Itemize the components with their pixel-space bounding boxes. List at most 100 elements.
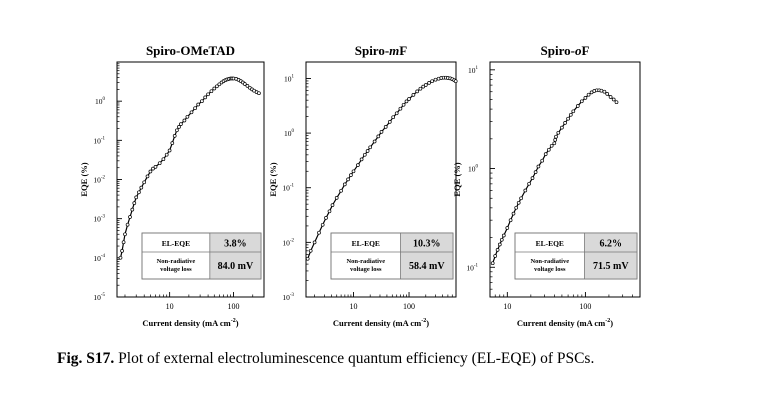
data-point — [170, 141, 175, 145]
y-tick-mantissa: 10 — [284, 74, 292, 83]
data-point — [342, 182, 347, 187]
data-point — [359, 157, 364, 162]
data-point — [130, 207, 135, 212]
data-point — [179, 122, 183, 126]
y-tick-exponent: -2 — [290, 238, 295, 243]
y-tick-exponent: -3 — [101, 215, 106, 220]
data-point — [411, 93, 416, 97]
data-point — [394, 111, 399, 116]
y-tick-mantissa: 10 — [93, 136, 101, 145]
y-tick-label: 10-1 — [466, 263, 478, 272]
inset-table-label: EL-EQE — [536, 239, 564, 248]
y-tick-mantissa: 10 — [468, 165, 476, 174]
data-point — [433, 77, 438, 82]
y-tick-label: 10-5 — [93, 293, 105, 302]
data-point — [153, 165, 158, 169]
data-point — [123, 232, 127, 237]
caption-label: Fig. S17. — [57, 350, 115, 367]
data-point — [552, 141, 557, 146]
data-point — [514, 205, 519, 210]
data-point — [523, 188, 528, 193]
y-tick-label: 10-2 — [282, 238, 294, 247]
data-point — [164, 152, 169, 157]
data-point — [182, 118, 187, 123]
data-point — [167, 148, 172, 153]
x-tick-label: 100 — [579, 302, 591, 311]
data-point — [608, 95, 613, 99]
y-tick-mantissa: 10 — [93, 176, 101, 185]
data-point — [508, 218, 513, 223]
data-point — [157, 161, 162, 166]
data-point — [579, 99, 584, 104]
data-point — [139, 185, 144, 190]
data-point — [575, 104, 580, 108]
data-point — [134, 195, 139, 200]
data-point — [320, 222, 325, 227]
data-point — [427, 81, 431, 85]
data-point — [334, 196, 339, 200]
data-point — [118, 255, 123, 260]
data-point — [423, 83, 428, 87]
data-point — [554, 134, 558, 139]
data-point — [312, 240, 317, 245]
data-point — [430, 79, 434, 84]
chart-title-part: m — [389, 43, 399, 58]
data-point — [527, 181, 531, 186]
plot-frame — [305, 61, 457, 298]
data-point — [217, 82, 222, 87]
y-tick-label: 10-3 — [93, 215, 105, 224]
data-point — [611, 97, 616, 102]
data-point — [368, 145, 373, 150]
data-point — [245, 84, 250, 88]
data-point — [571, 109, 576, 114]
y-tick-mantissa: 10 — [93, 293, 101, 302]
y-tick-label: 10-2 — [93, 176, 105, 185]
inset-table-value: 3.8% — [224, 239, 247, 250]
data-point — [495, 248, 500, 252]
inset-table-value: 71.5 mV — [593, 261, 629, 272]
data-point — [346, 177, 350, 182]
y-tick-exponent: -1 — [474, 263, 479, 268]
y-tick-exponent: 0 — [292, 129, 295, 134]
data-point — [324, 216, 328, 220]
plot-frame — [489, 61, 641, 298]
y-tick-exponent: -3 — [290, 293, 295, 298]
data-point — [362, 152, 367, 157]
inset-table-value-column — [209, 233, 261, 279]
y-tick-mantissa: 10 — [95, 97, 103, 106]
data-point — [125, 222, 130, 227]
data-point — [511, 211, 516, 216]
data-point — [490, 261, 495, 266]
inset-table-label-line: voltage loss — [534, 266, 566, 273]
inset-table-label: EL-EQE — [162, 239, 190, 248]
inset-table-border — [141, 232, 262, 280]
data-point — [121, 240, 126, 245]
data-point — [161, 157, 166, 162]
x-tick-label: 100 — [403, 302, 415, 311]
inset-table-value: 84.0 mV — [218, 261, 254, 272]
data-point — [172, 134, 177, 138]
data-point — [151, 166, 155, 171]
x-axis-label-end: ) — [426, 318, 429, 328]
data-series-line — [307, 77, 457, 260]
chart-title-part: F — [581, 43, 589, 58]
x-axis-label-end: ) — [236, 318, 239, 328]
x-tick-label: 10 — [166, 302, 174, 311]
data-point — [349, 173, 353, 177]
y-tick-label: 10-1 — [93, 136, 105, 145]
inset-table-value-column — [400, 233, 453, 279]
data-point — [391, 115, 396, 120]
x-axis-label-sup: -2 — [421, 318, 426, 324]
data-point — [203, 95, 208, 100]
data-point — [583, 96, 588, 100]
data-point — [308, 248, 313, 253]
y-tick-label: 101 — [284, 74, 295, 83]
data-point — [553, 138, 558, 142]
y-tick-mantissa: 10 — [282, 184, 290, 193]
data-point — [242, 82, 247, 86]
y-tick-label: 10-3 — [282, 293, 294, 302]
inset-table-label: EL-EQE — [352, 239, 380, 248]
inset-table-label-line: Non-radiative — [346, 258, 385, 265]
